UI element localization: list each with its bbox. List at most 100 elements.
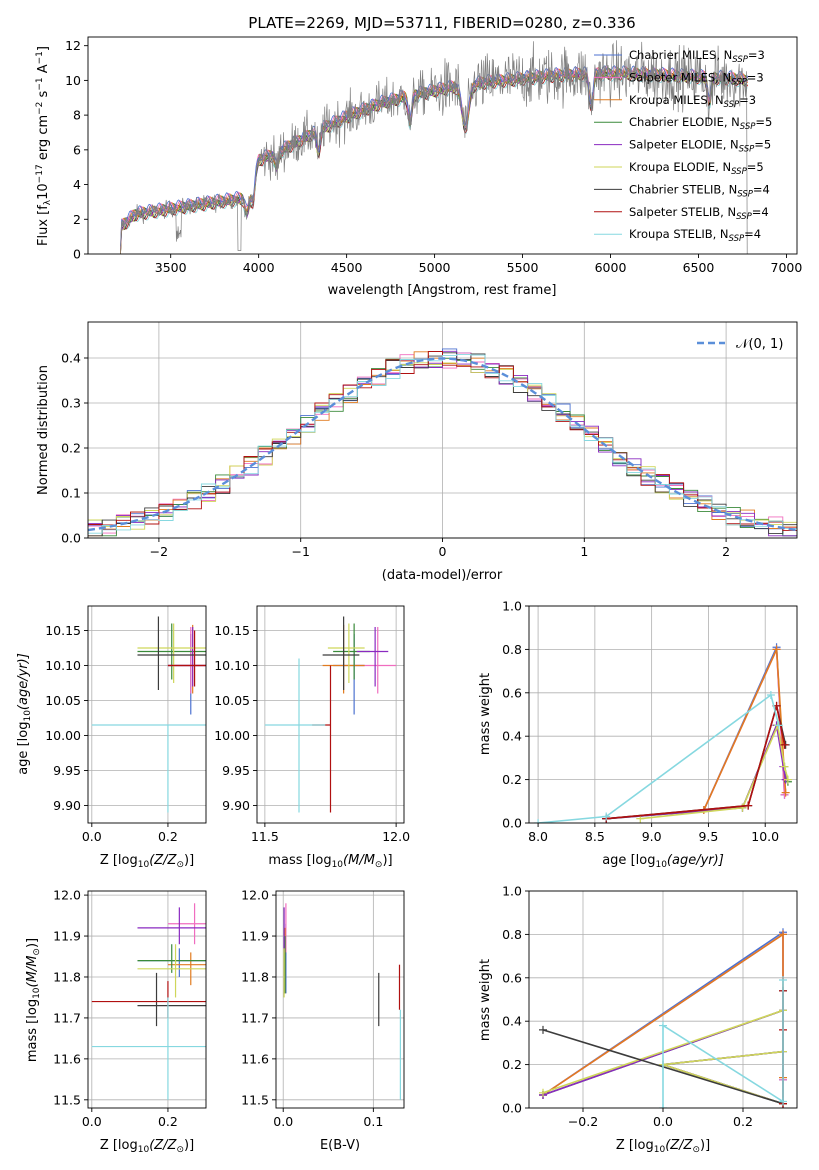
weight-line bbox=[703, 646, 786, 811]
panel-weight-Z: −0.2 0.0 0.2 0.0 0.2 0.4 0.6 0.8 1.0 Z [log10(Z/Z… bbox=[478, 884, 798, 1155]
x-tick-label: 8.0 bbox=[528, 829, 548, 844]
y-tick-label: 0.0 bbox=[61, 531, 81, 546]
y-tick-label: 1.0 bbox=[502, 884, 522, 899]
gridlines bbox=[88, 606, 206, 823]
panel-mass-EBV: 0.0 0.1 11.5 11.6 11.7 11.8 11.9 12.0 E(B-V) bbox=[241, 888, 405, 1153]
x-tick-label: 11.5 bbox=[251, 829, 279, 844]
x-tick-label: 0.0 bbox=[82, 829, 102, 844]
panel-weight-age: 8.0 8.5 9.0 9.5 10.0 0.0 0.2 0.4 0.6 0.8 1.0 age [l… bbox=[478, 599, 798, 870]
observed-spectrum bbox=[120, 40, 748, 254]
panel-age-mass: 11.5 12.0 9.90 9.95 10.00 10.05 10.10 10.15 mass… bbox=[214, 605, 410, 870]
errorbar-chabrier-elodie bbox=[137, 623, 206, 680]
y-tick-label: 6 bbox=[73, 142, 81, 157]
y-tick-label: 11.8 bbox=[53, 969, 81, 984]
x-tick-label: 12.0 bbox=[382, 829, 410, 844]
x-tick-label: 2 bbox=[722, 544, 730, 559]
y-axis-label: Flux [fλ10−17 erg cm−2 s−1 A−1] bbox=[35, 46, 53, 246]
x-tick-label: 0.0 bbox=[82, 1114, 102, 1129]
errorbar-salpeter-miles bbox=[167, 903, 206, 945]
x-tick-label: 0.1 bbox=[363, 1114, 383, 1129]
plot-area bbox=[539, 928, 787, 1108]
normal-curve bbox=[88, 357, 797, 532]
y-tick-label: 0.2 bbox=[502, 772, 522, 787]
y-tick-label: 9.90 bbox=[222, 798, 250, 813]
y-tick-label: 10.05 bbox=[45, 693, 81, 708]
x-tick-label: −2 bbox=[150, 544, 168, 559]
x-tick-label: 6000 bbox=[595, 260, 627, 275]
y-tick-label: 9.95 bbox=[53, 763, 81, 778]
errorbar-salpeter-stelib bbox=[167, 630, 206, 687]
y-axis-label: age [log10(age/yr)] bbox=[16, 653, 33, 775]
y-tick-label: 0.6 bbox=[502, 685, 522, 700]
weight-marker bbox=[534, 819, 543, 823]
chart-title: PLATE=2269, MJD=53711, FIBERID=0280, z=0… bbox=[248, 14, 635, 32]
errorbar-chabrier-stelib bbox=[137, 972, 206, 1027]
y-tick-label: 0.0 bbox=[502, 1101, 522, 1116]
errorbar-kroupa-stelib bbox=[264, 658, 326, 813]
axes-frame bbox=[256, 605, 405, 824]
errorbar-chabrier-elodie bbox=[137, 944, 206, 973]
y-tick-label: 0 bbox=[73, 247, 81, 262]
panel-spectrum: 3500 4000 4500 5000 5500 6000 6500 7000 0 2 4 6 8 10 1… bbox=[35, 14, 802, 298]
y-tick-label: 10.05 bbox=[214, 693, 250, 708]
y-axis-label: mass weight bbox=[478, 959, 493, 1041]
weight-series-kroupa-stelib bbox=[659, 975, 787, 1108]
weight-series-salpeter-stelib bbox=[602, 701, 789, 823]
axes-frame bbox=[87, 321, 798, 539]
errorbar-kroupa-elodie bbox=[137, 944, 206, 998]
gridlines bbox=[529, 605, 797, 824]
y-axis-label: mass weight bbox=[478, 673, 493, 755]
plot-area bbox=[120, 40, 749, 254]
x-tick-label: −0.2 bbox=[568, 1114, 598, 1129]
legend-entry-chabrier-miles: Chabrier MILES, NSSP=3 bbox=[629, 48, 765, 65]
x-axis-label: Z [log10(Z/Z⊙)] bbox=[616, 1138, 710, 1155]
legend: Chabrier MILES, NSSP=3 Salpeter MILES, NS… bbox=[594, 48, 772, 244]
x-tick-label: 9.0 bbox=[642, 829, 662, 844]
y-tick-label: 11.8 bbox=[241, 969, 269, 984]
y-tick-label: 11.9 bbox=[53, 929, 81, 944]
x-axis-label: E(B-V) bbox=[320, 1138, 360, 1153]
weight-line bbox=[538, 693, 780, 823]
panel-mass-Z: 0.0 0.2 11.5 11.6 11.7 11.8 11.9 12.0 Z [log10(Z… bbox=[25, 888, 207, 1155]
weight-marker bbox=[539, 1025, 547, 1034]
y-tick-label: 10.15 bbox=[45, 623, 81, 638]
weight-marker bbox=[781, 788, 790, 797]
weight-marker bbox=[659, 1021, 667, 1030]
gridlines bbox=[276, 891, 404, 1108]
panel-age-Z: 0.0 0.2 9.90 9.95 10.00 10.05 10.10 10.15 Z [log… bbox=[16, 605, 207, 870]
errorbar-salpeter-elodie bbox=[356, 627, 389, 687]
x-tick-label: 7000 bbox=[771, 260, 803, 275]
errorbar-chabrier-stelib bbox=[322, 616, 360, 690]
legend-entry-salpeter-miles: Salpeter MILES, NSSP=3 bbox=[629, 70, 764, 87]
y-tick-label: 10.00 bbox=[214, 728, 250, 743]
panel-residuals: −2 −1 0 1 2 0.0 0.1 0.2 0.3 0.4 𝒩(0, 1) (data-model… bbox=[36, 321, 798, 583]
y-tick-label: 0.2 bbox=[502, 1057, 522, 1072]
y-tick-label: 0.1 bbox=[61, 486, 81, 501]
legend-entry-chabrier-stelib: Chabrier STELIB, NSSP=4 bbox=[629, 182, 770, 199]
plot-area bbox=[283, 903, 401, 1100]
y-tick-label: 10.10 bbox=[45, 658, 81, 673]
axes-frame bbox=[275, 890, 405, 1109]
x-tick-label: 0.0 bbox=[273, 1114, 293, 1129]
legend-entry-salpeter-stelib: Salpeter STELIB, NSSP=4 bbox=[629, 205, 769, 222]
x-tick-label: 1 bbox=[580, 544, 588, 559]
weight-series-kroupa-stelib bbox=[534, 690, 783, 823]
plot-area bbox=[264, 616, 397, 813]
weight-line bbox=[703, 649, 787, 811]
x-tick-label: 0.2 bbox=[158, 1114, 178, 1129]
errorbar-kroupa-stelib bbox=[91, 997, 206, 1100]
x-tick-label: 0.0 bbox=[653, 1114, 673, 1129]
weight-marker bbox=[780, 762, 789, 771]
weight-marker bbox=[779, 1097, 787, 1106]
weight-line bbox=[606, 705, 787, 820]
y-tick-label: 10 bbox=[65, 73, 81, 88]
axes-frame bbox=[528, 890, 798, 1109]
plot-area bbox=[91, 903, 206, 1100]
y-tick-label: 10.15 bbox=[214, 623, 250, 638]
plot-area bbox=[88, 348, 797, 537]
weight-line bbox=[606, 705, 786, 820]
y-tick-label: 0.0 bbox=[502, 816, 522, 831]
x-axis-label: wavelength [Angstrom, rest frame] bbox=[328, 283, 557, 298]
weight-line bbox=[606, 722, 789, 820]
legend-entry-kroupa-stelib: Kroupa STELIB, NSSP=4 bbox=[629, 227, 761, 244]
